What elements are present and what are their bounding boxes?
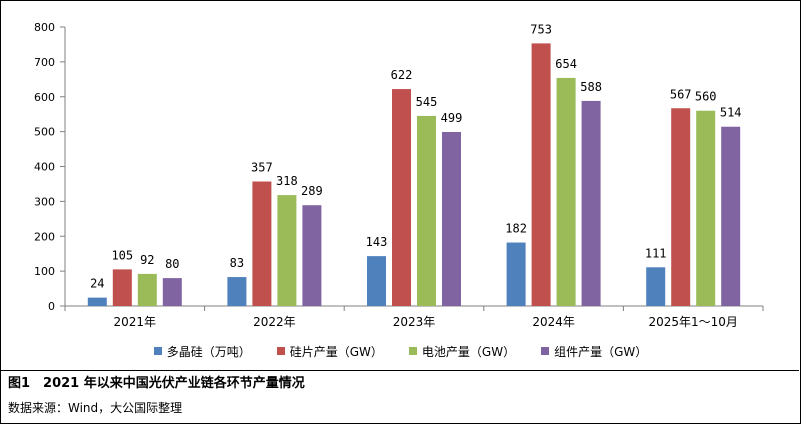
legend-swatch bbox=[276, 347, 285, 355]
chart-legend: 多晶硅（万吨） 硅片产量（GW） 电池产量（GW） 组件产量（GW） bbox=[0, 341, 801, 361]
x-tick-label: 2024年 bbox=[532, 315, 575, 329]
data-label: 318 bbox=[276, 174, 298, 188]
data-label: 545 bbox=[416, 95, 438, 109]
legend-item: 多晶硅（万吨） bbox=[153, 343, 251, 360]
data-label: 622 bbox=[391, 68, 413, 82]
legend-swatch bbox=[153, 347, 162, 355]
legend-label: 硅片产量（GW） bbox=[289, 344, 383, 359]
y-tick-label: 0 bbox=[48, 300, 55, 313]
bar bbox=[721, 126, 741, 307]
data-label: 560 bbox=[695, 90, 717, 104]
bar bbox=[506, 242, 526, 306]
y-tick-label: 300 bbox=[34, 195, 55, 208]
bar bbox=[87, 297, 107, 306]
data-label: 182 bbox=[505, 222, 527, 236]
data-label: 499 bbox=[441, 111, 463, 125]
bar bbox=[646, 267, 666, 306]
y-tick-label: 200 bbox=[34, 230, 55, 243]
x-tick-label: 2022年 bbox=[253, 315, 296, 329]
data-label: 588 bbox=[580, 80, 602, 94]
bar bbox=[417, 115, 436, 307]
legend-swatch bbox=[541, 347, 550, 355]
data-label: 514 bbox=[720, 106, 742, 120]
data-label: 143 bbox=[366, 235, 388, 249]
data-label: 24 bbox=[90, 277, 104, 291]
data-label: 654 bbox=[555, 57, 577, 71]
y-tick-label: 500 bbox=[34, 126, 55, 139]
bar bbox=[556, 77, 576, 306]
y-tick-label: 800 bbox=[34, 21, 55, 34]
data-label: 357 bbox=[251, 160, 273, 174]
bar bbox=[162, 278, 182, 306]
legend-item: 组件产量（GW） bbox=[541, 343, 647, 360]
legend-label: 多晶硅（万吨） bbox=[166, 344, 251, 359]
data-label: 92 bbox=[140, 253, 154, 267]
x-tick-label: 2023年 bbox=[393, 315, 436, 329]
bar bbox=[442, 131, 461, 306]
data-label: 105 bbox=[111, 248, 133, 262]
data-label: 753 bbox=[530, 22, 552, 36]
data-label: 80 bbox=[165, 257, 179, 271]
bar-chart: 0 100 200 300 400 500 600 700 800 24 105 92 80 2021年 8… bbox=[34, 21, 764, 329]
source-note: 数据来源：Wind，大公国际整理 bbox=[8, 401, 183, 415]
bar bbox=[531, 43, 551, 307]
figure-caption: 图1 2021 年以来中国光伏产业链各环节产量情况 bbox=[8, 376, 305, 391]
legend-item: 电池产量（GW） bbox=[408, 343, 516, 360]
y-tick-label: 700 bbox=[34, 56, 55, 69]
y-tick-label: 600 bbox=[34, 91, 55, 104]
bar bbox=[227, 277, 247, 306]
bar bbox=[137, 273, 157, 306]
bar bbox=[367, 256, 386, 306]
y-tick-label: 400 bbox=[34, 161, 55, 174]
bar bbox=[252, 181, 272, 306]
bar bbox=[696, 110, 716, 306]
bar bbox=[581, 100, 601, 306]
data-label: 111 bbox=[645, 246, 667, 260]
data-label: 83 bbox=[230, 256, 244, 270]
legend-swatch bbox=[408, 347, 417, 355]
bar bbox=[277, 195, 297, 306]
x-tick-label: 2021年 bbox=[114, 315, 157, 329]
bar bbox=[302, 205, 322, 306]
bar bbox=[392, 89, 411, 306]
legend-label: 组件产量（GW） bbox=[554, 344, 648, 359]
bar bbox=[112, 269, 132, 306]
bar bbox=[671, 108, 691, 306]
data-label: 567 bbox=[670, 87, 692, 101]
data-label: 289 bbox=[301, 184, 323, 198]
y-tick-label: 100 bbox=[34, 265, 55, 278]
legend-label: 电池产量（GW） bbox=[421, 344, 516, 359]
legend-item: 硅片产量（GW） bbox=[276, 343, 383, 360]
x-tick-label: 2025年1～10月 bbox=[648, 315, 737, 329]
caption-divider bbox=[0, 370, 799, 371]
